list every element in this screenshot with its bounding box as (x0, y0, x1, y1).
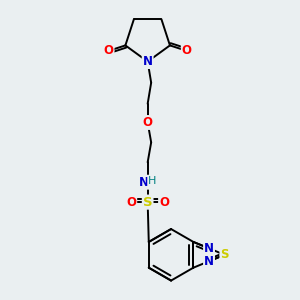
Text: N: N (204, 255, 214, 268)
Text: S: S (143, 196, 152, 208)
Text: O: O (159, 196, 169, 208)
Text: O: O (126, 196, 136, 208)
Text: O: O (103, 44, 114, 57)
Text: O: O (182, 44, 192, 57)
Text: N: N (204, 242, 214, 255)
Text: H: H (148, 176, 157, 186)
Text: N: N (139, 176, 149, 189)
Text: N: N (143, 55, 153, 68)
Text: O: O (143, 116, 153, 129)
Text: S: S (220, 248, 229, 261)
